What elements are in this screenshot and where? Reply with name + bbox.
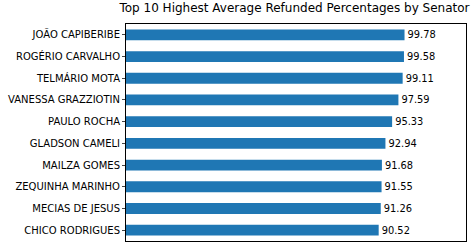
svg-text:97.59: 97.59 xyxy=(401,94,429,105)
svg-text:ZEQUINHA MARINHO: ZEQUINHA MARINHO xyxy=(15,181,120,192)
svg-text:VANESSA GRAZZIOTIN: VANESSA GRAZZIOTIN xyxy=(8,94,120,105)
svg-text:TELMÁRIO MOTA: TELMÁRIO MOTA xyxy=(36,72,120,84)
svg-text:99.58: 99.58 xyxy=(407,51,435,62)
svg-text:99.78: 99.78 xyxy=(408,29,436,40)
svg-text:92.94: 92.94 xyxy=(388,138,416,149)
svg-text:90.52: 90.52 xyxy=(382,225,410,236)
svg-text:91.68: 91.68 xyxy=(385,160,413,171)
svg-text:91.55: 91.55 xyxy=(385,181,413,192)
svg-text:95.33: 95.33 xyxy=(395,116,423,127)
svg-text:PAULO ROCHA: PAULO ROCHA xyxy=(48,116,120,127)
svg-text:MAILZA GOMES: MAILZA GOMES xyxy=(42,160,120,171)
svg-text:Top 10 Highest Average Refunde: Top 10 Highest Average Refunded Percenta… xyxy=(118,1,469,15)
svg-text:91.26: 91.26 xyxy=(384,203,412,214)
svg-text:ROGÉRIO CARVALHO: ROGÉRIO CARVALHO xyxy=(16,50,120,62)
svg-text:GLADSON CAMELI: GLADSON CAMELI xyxy=(30,138,120,149)
svg-text:JOÃO CAPIBERIBE: JOÃO CAPIBERIBE xyxy=(32,28,120,40)
svg-text:CHICO RODRIGUES: CHICO RODRIGUES xyxy=(24,225,120,236)
svg-text:MECIAS DE JESUS: MECIAS DE JESUS xyxy=(32,203,120,214)
svg-text:99.11: 99.11 xyxy=(406,73,434,84)
